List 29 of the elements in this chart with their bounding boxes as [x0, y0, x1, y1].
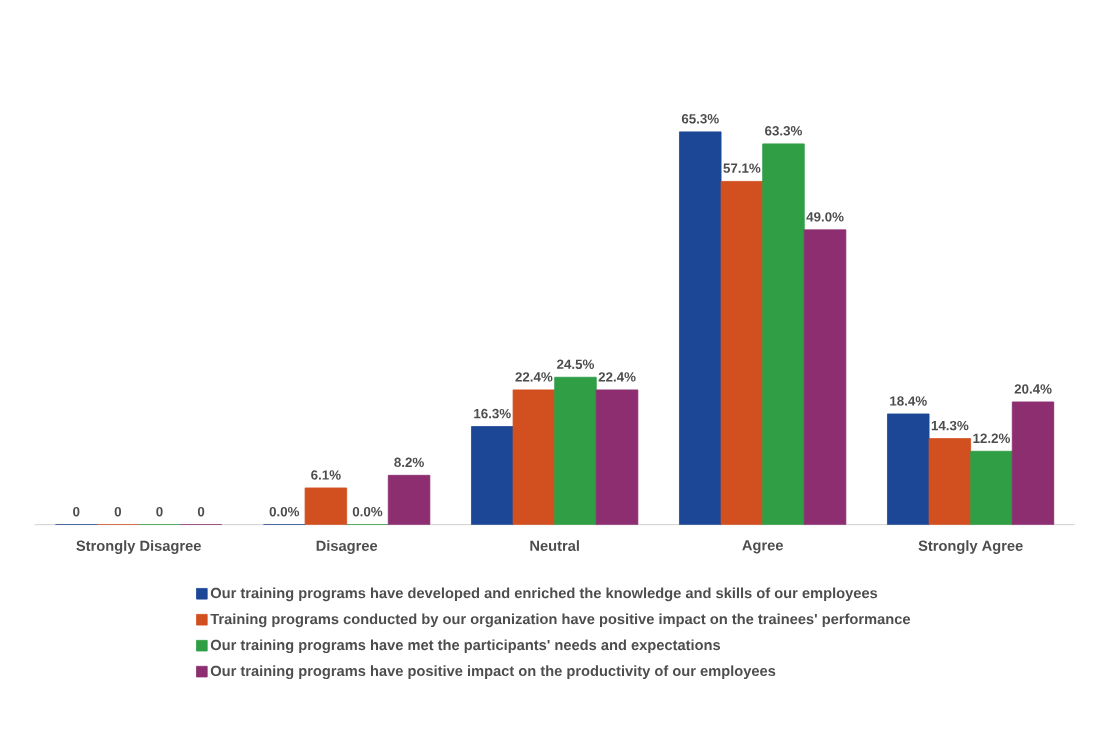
- data-label: 0: [197, 506, 205, 517]
- legend-label: Training programs conducted by our organization have positive impact on the trainees' performance: [210, 613, 911, 628]
- x-tick-label: Neutral: [530, 540, 579, 551]
- data-label: 24.5%: [557, 359, 595, 369]
- data-label: 65.3%: [681, 114, 719, 124]
- data-label: 0.0%: [269, 506, 300, 517]
- data-label: 22.4%: [515, 372, 553, 382]
- data-label: 18.4%: [890, 396, 927, 406]
- data-label: 63.3%: [765, 126, 803, 136]
- data-label: 6.1%: [311, 470, 341, 480]
- data-label: 0: [73, 506, 80, 517]
- data-label: 57.1%: [723, 163, 761, 173]
- legend-label: Our training programs have positive impact on the productivity of our employees: [210, 665, 776, 680]
- data-label: 8.2%: [394, 457, 424, 468]
- data-label: 14.3%: [931, 420, 969, 431]
- data-label: 20.4%: [1014, 384, 1052, 394]
- data-label: 22.4%: [598, 372, 636, 382]
- x-tick-label: Agree: [742, 540, 783, 554]
- data-label: 0: [156, 506, 163, 517]
- x-tick-label: Strongly Disagree: [76, 540, 201, 554]
- legend-label: Our training programs have developed and enriched the knowledge and skills of our employees: [210, 587, 878, 602]
- data-label: 12.2%: [973, 433, 1011, 443]
- x-tick-label: Disagree: [316, 540, 378, 554]
- x-tick-label: Strongly Agree: [918, 540, 1023, 554]
- data-label: 49.0%: [806, 212, 844, 222]
- data-label: 16.3%: [474, 408, 511, 419]
- legend-label: Our training programs have met the participants' needs and expectations: [210, 639, 721, 654]
- data-label: 0: [114, 506, 122, 517]
- data-label: 0.0%: [352, 506, 383, 517]
